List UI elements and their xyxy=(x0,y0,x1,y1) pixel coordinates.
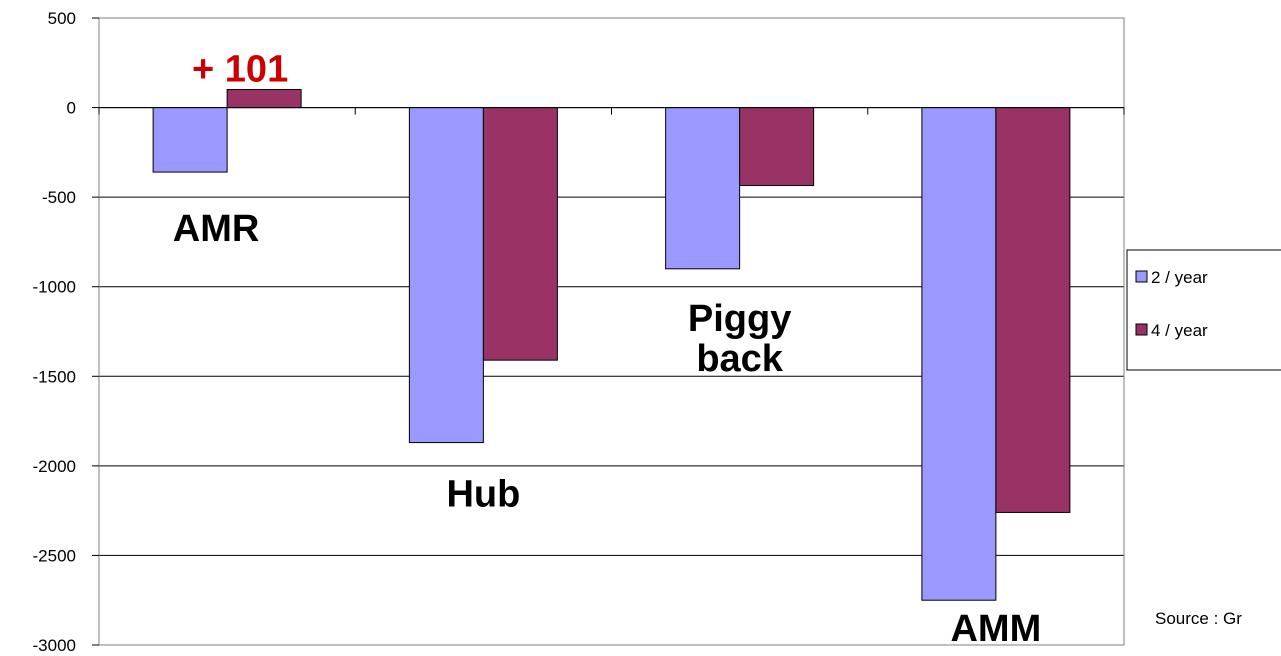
legend-label-4-year: 4 / year xyxy=(1151,321,1208,340)
bar-amr-4-year xyxy=(226,88,302,109)
y-tick-label: -500 xyxy=(42,188,76,207)
category-label-piggy-back: Piggy xyxy=(688,298,791,340)
category-label-amm: AMM xyxy=(950,608,1041,650)
legend-label-2-year: 2 / year xyxy=(1151,268,1208,287)
category-label-amr: AMR xyxy=(173,208,260,250)
legend-box xyxy=(1126,249,1281,371)
bar-amm-2-year xyxy=(921,107,997,601)
category-label-hub: Hub xyxy=(446,474,520,516)
bar-hub-2-year xyxy=(408,107,484,444)
source-note: Source : Gr xyxy=(1155,609,1242,628)
y-tick-label: -1000 xyxy=(33,278,76,297)
plot-area-frame xyxy=(98,17,1125,646)
bar-piggy-back-2-year xyxy=(665,107,741,270)
legend-swatch-2-year xyxy=(1135,270,1148,283)
category-label-piggy-back: back xyxy=(696,338,783,380)
bar-amm-4-year xyxy=(995,107,1071,513)
y-tick-label: 0 xyxy=(67,99,76,118)
y-tick-label: -1500 xyxy=(33,367,76,386)
y-tick-label: -2500 xyxy=(33,546,76,565)
bar-amr-2-year xyxy=(152,107,228,173)
legend: 2 / year 4 / year xyxy=(1126,249,1281,371)
bar-piggy-back-4-year xyxy=(739,107,815,186)
data-label-annotation: + 101 xyxy=(192,48,288,90)
bar-hub-4-year xyxy=(482,107,558,361)
legend-swatch-4-year xyxy=(1135,323,1148,336)
y-tick-labels: 500 0 -500 -1000 -1500 -2000 -2500 -3000 xyxy=(33,9,76,655)
bars xyxy=(152,88,1071,601)
y-tick-label: 500 xyxy=(48,9,76,28)
y-tick-label: -3000 xyxy=(33,636,76,655)
annotations: + 101 xyxy=(192,48,288,90)
y-tick-label: -2000 xyxy=(33,457,76,476)
axes xyxy=(92,17,1125,646)
